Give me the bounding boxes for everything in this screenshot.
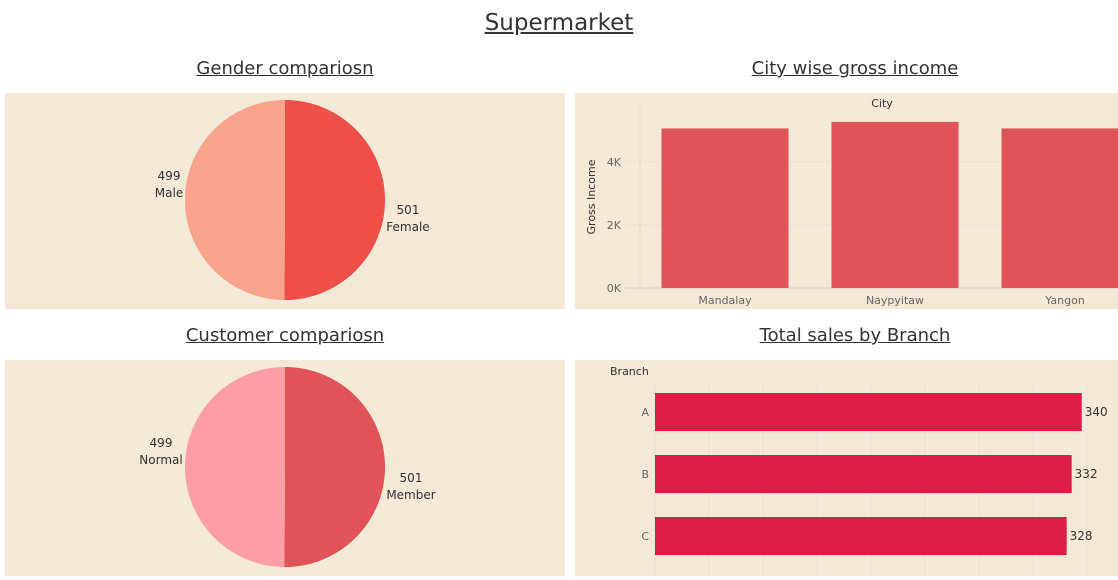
customer-value-member: 501	[400, 471, 423, 485]
city-panel: 0K 2K 4K City Gross Income Mandalay Naypyitaw Y…	[575, 93, 1118, 309]
city-ytick-label: 4K	[607, 156, 622, 169]
customer-chart-title: Customer compariosn	[185, 325, 385, 346]
city-xtick-naypyitaw: Naypyitaw	[866, 294, 924, 307]
city-ytick-label: 2K	[607, 219, 622, 232]
branch-chart-title: Total sales by Branch	[759, 325, 951, 346]
customer-slice-member[interactable]	[284, 367, 385, 567]
branch-header: Branch	[610, 365, 649, 378]
branch-value-b: 332	[1075, 467, 1098, 481]
gender-value-male: 499	[158, 169, 181, 183]
branch-value-a: 340	[1085, 405, 1108, 419]
gender-panel: 501 Female 499 Male	[5, 93, 565, 309]
branch-value-c: 328	[1070, 529, 1093, 543]
branch-bar-a[interactable]	[655, 393, 1082, 431]
customer-panel: 501 Member 499 Normal	[5, 360, 565, 576]
city-bar-naypyitaw[interactable]	[831, 121, 959, 288]
city-chart-title: City wise gross income	[751, 58, 959, 79]
branch-bar-c[interactable]	[655, 517, 1067, 555]
branch-bar-chart: Branch A 340 B 332 C 328	[610, 365, 1108, 576]
branch-ytick-a: A	[641, 406, 649, 419]
branch-panel: Branch A 340 B 332 C 328	[575, 360, 1118, 576]
city-bar-mandalay[interactable]	[661, 128, 789, 288]
dashboard-title: Supermarket	[484, 10, 634, 36]
gender-pie-chart: 501 Female 499 Male	[155, 100, 430, 300]
city-ytick-label: 0K	[607, 282, 622, 295]
city-xtick-mandalay: Mandalay	[698, 294, 752, 307]
customer-pie-chart: 501 Member 499 Normal	[139, 367, 436, 567]
gender-value-female: 501	[397, 203, 420, 217]
customer-label-normal: Normal	[139, 453, 182, 467]
customer-slice-normal[interactable]	[184, 367, 285, 567]
city-header: City	[871, 97, 893, 110]
gender-slice-male[interactable]	[184, 100, 285, 300]
gender-chart-title: Gender compariosn	[196, 58, 374, 79]
branch-ytick-b: B	[641, 468, 649, 481]
city-xtick-yangon: Yangon	[1044, 294, 1085, 307]
city-bar-chart: 0K 2K 4K City Gross Income Mandalay Naypyitaw Y…	[585, 97, 1118, 307]
customer-label-member: Member	[386, 488, 435, 502]
branch-bar-b[interactable]	[655, 455, 1072, 493]
customer-value-normal: 499	[150, 436, 173, 450]
city-ylabel: Gross Income	[585, 159, 598, 234]
gender-label-female: Female	[386, 220, 429, 234]
city-bar-yangon[interactable]	[1001, 128, 1118, 288]
gender-label-male: Male	[155, 186, 183, 200]
gender-slice-female[interactable]	[284, 100, 385, 300]
branch-ytick-c: C	[641, 530, 649, 543]
